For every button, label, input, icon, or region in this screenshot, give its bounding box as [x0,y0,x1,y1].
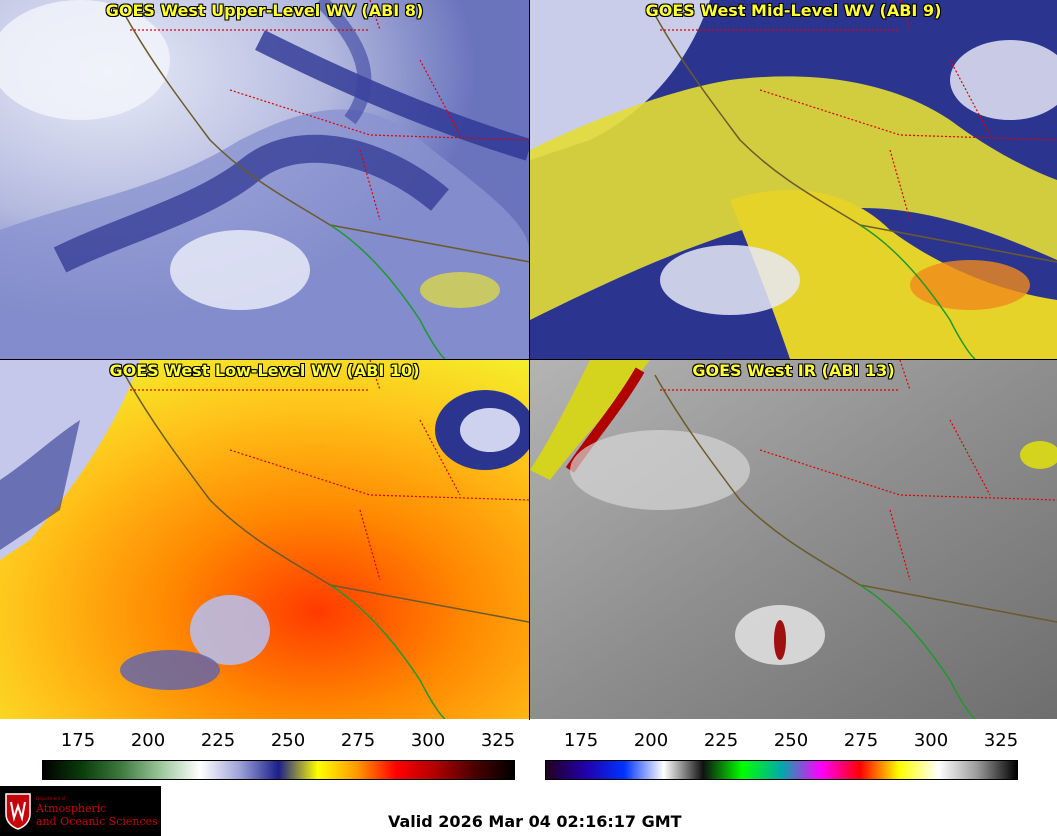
aos-logo: Department of Atmospheric and Oceanic Sc… [0,786,161,836]
colorbar-tick-label: 275 [340,730,376,751]
colorbar-tick-label: 325 [983,730,1019,751]
colorbar-tick-label: 300 [410,730,446,751]
panel-title: GOES West Upper-Level WV (ABI 8) [105,1,424,20]
low-level-wv-panel: GOES West Low-Level WV (ABI 10) [0,360,529,719]
valid-time-text: Valid 2026 Mar 04 02:16:17 GMT [388,812,682,831]
mid-level-wv-panel: GOES West Mid-Level WV (ABI 9) [530,0,1057,359]
upper-level-wv-image [0,0,529,359]
logo-name-line2: and Oceanic Sciences [36,815,158,828]
vertical-divider [529,0,530,720]
colorbar-tick-label: 275 [843,730,879,751]
low-level-wv-image [0,360,529,719]
ir-colorbar [545,760,1018,780]
upper-level-wv-panel: GOES West Upper-Level WV (ABI 8) [0,0,529,359]
colorbar-tick-label: 200 [130,730,166,751]
colorbar-tick-label: 175 [60,730,96,751]
mid-level-wv-image [530,0,1057,359]
panel-title: GOES West IR (ABI 13) [692,361,895,380]
panel-title: GOES West Low-Level WV (ABI 10) [109,361,420,380]
horizontal-divider [0,359,1057,360]
colorbar-tick-label: 225 [200,730,236,751]
colorbar-tick-label: 300 [913,730,949,751]
ir-image [530,360,1057,719]
colorbar-tick-label: 225 [703,730,739,751]
logo-name-line1: Atmospheric [36,802,107,815]
logo-dept-text: Department of [36,796,66,801]
colorbar-tick-label: 250 [270,730,306,751]
colorbar-tick-label: 325 [480,730,516,751]
uw-crest-icon [5,793,31,830]
colorbar-tick-label: 250 [773,730,809,751]
ir-panel: GOES West IR (ABI 13) [530,360,1057,719]
colorbar-tick-label: 200 [633,730,669,751]
panel-title: GOES West Mid-Level WV (ABI 9) [645,1,942,20]
colorbar-tick-label: 175 [563,730,599,751]
wv-colorbar [42,760,515,780]
